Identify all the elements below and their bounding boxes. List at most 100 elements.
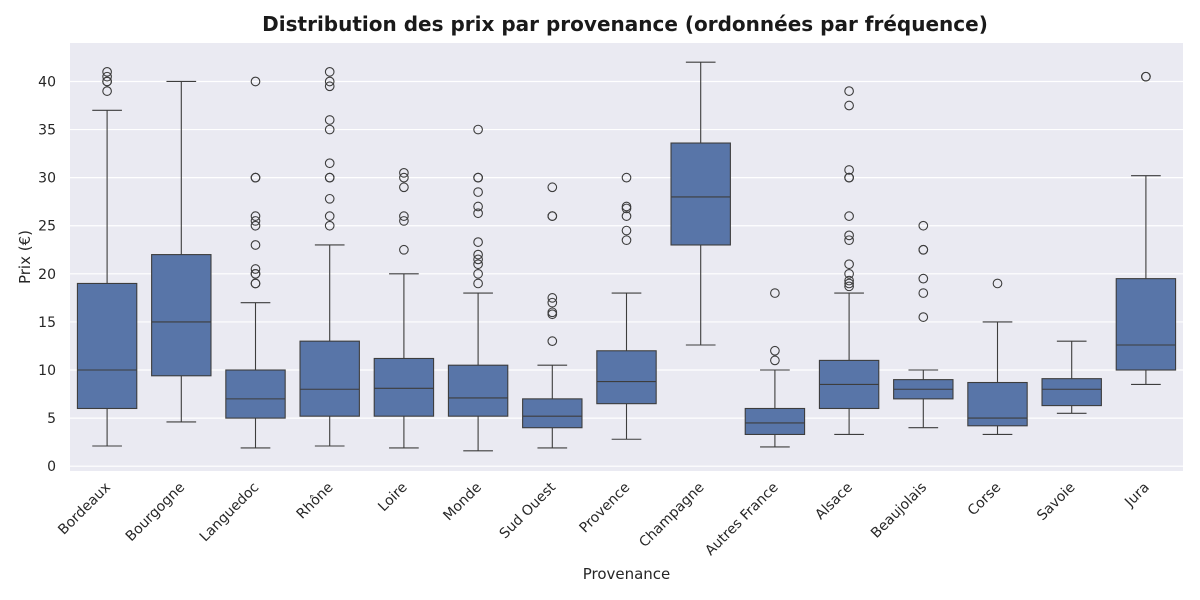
outlier-point — [473, 124, 483, 135]
outlier-point — [770, 355, 780, 366]
x-tick-label: Loire — [375, 480, 410, 515]
outlier-point — [324, 158, 335, 169]
outlier-point — [250, 211, 261, 221]
box-iqr — [447, 364, 509, 417]
box-iqr — [744, 407, 806, 436]
outlier-point — [844, 165, 854, 175]
outlier-point — [250, 220, 261, 231]
outlier-point — [473, 172, 483, 183]
outlier-point — [102, 86, 112, 96]
outlier-point — [621, 225, 632, 236]
box-iqr — [967, 381, 1028, 427]
outlier-point — [473, 259, 483, 270]
outlier-point — [844, 268, 854, 279]
outlier-point — [1141, 71, 1151, 82]
x-tick-label: Savoie — [1034, 480, 1078, 524]
outlier-point — [918, 288, 929, 298]
outlier-point — [324, 76, 335, 87]
x-tick-label: Alsace — [812, 480, 856, 524]
box-jura — [1115, 71, 1177, 385]
y-tick-label: 35 — [38, 123, 56, 139]
outlier-point — [770, 345, 780, 356]
y-tick-label: 0 — [47, 459, 56, 475]
x-tick-label: Provence — [577, 480, 634, 537]
box-provence — [596, 172, 657, 440]
outlier-point — [547, 307, 558, 318]
x-tick-label: Bordeaux — [55, 480, 114, 539]
outlier-point — [844, 259, 854, 270]
box-iqr — [76, 282, 138, 410]
outlier-point — [324, 220, 335, 231]
box-bordeaux — [76, 67, 138, 447]
outlier-point — [473, 254, 483, 265]
outlier-point — [250, 240, 261, 250]
box-champagne — [670, 61, 731, 346]
outlier-point — [621, 211, 632, 221]
chart-title: Distribution des prix par provenance (or… — [262, 12, 988, 36]
y-tick-label: 20 — [38, 267, 56, 283]
box-alsace — [818, 86, 880, 436]
box-iqr — [225, 369, 286, 419]
outlier-point — [844, 211, 854, 221]
x-tick-label: Bourgogne — [123, 480, 188, 545]
box-iqr — [1115, 278, 1177, 371]
boxes — [76, 61, 1177, 452]
outlier-point — [250, 216, 261, 226]
outlier-point — [399, 167, 409, 178]
outlier-point — [547, 297, 558, 308]
outlier-point — [844, 275, 854, 286]
box-iqr — [1041, 378, 1102, 407]
box-savoie — [1041, 340, 1102, 414]
outlier-point — [844, 278, 854, 289]
box-iqr — [596, 350, 657, 405]
outlier-point — [473, 249, 483, 260]
x-axis-title: Provenance — [583, 565, 671, 583]
outlier-point — [844, 235, 854, 246]
y-axis-title: Prix (€) — [16, 230, 34, 284]
outlier-point — [844, 86, 854, 96]
outlier-point — [399, 211, 409, 221]
outlier-point — [844, 100, 854, 111]
outlier-point — [399, 216, 409, 226]
outlier-point — [250, 264, 261, 274]
outlier-point — [547, 293, 558, 303]
outlier-point — [250, 76, 261, 87]
outlier-point — [324, 211, 335, 221]
box-bourgogne — [151, 80, 212, 423]
box-autres-france — [744, 288, 806, 448]
outlier-point — [473, 278, 483, 289]
x-tick-label: Sud Ouest — [497, 479, 560, 542]
x-tick-label: Jura — [1121, 480, 1152, 511]
box-languedoc — [225, 76, 286, 449]
outlier-point — [844, 281, 854, 292]
x-tick-label: Beaujolais — [868, 480, 930, 542]
box-rhône — [299, 67, 360, 447]
outlier-point — [324, 67, 335, 77]
outlier-point — [324, 193, 335, 204]
outlier-point — [621, 172, 632, 183]
outlier-point — [473, 268, 483, 279]
y-tick-label: 25 — [38, 219, 56, 235]
x-tick-label: Languedoc — [197, 480, 263, 546]
outlier-point — [992, 278, 1003, 289]
y-tick-label: 30 — [38, 171, 56, 187]
outlier-point — [473, 201, 483, 212]
x-tick-label: Champagne — [636, 480, 707, 551]
outlier-point — [399, 172, 409, 183]
outlier-point — [770, 288, 780, 298]
box-iqr — [522, 398, 583, 429]
outlier-point — [473, 187, 483, 197]
outlier-point — [844, 230, 854, 241]
box-iqr — [670, 142, 731, 246]
x-tick-label: Rhône — [294, 480, 337, 523]
outlier-point — [102, 71, 112, 82]
y-tick-label: 5 — [47, 411, 56, 427]
outlier-point — [324, 124, 335, 135]
outlier-point — [399, 244, 409, 255]
outlier-point — [547, 211, 558, 221]
outlier-point — [102, 76, 112, 87]
outlier-point — [324, 172, 335, 183]
y-tick-label: 40 — [38, 74, 56, 90]
outlier-point — [918, 312, 929, 322]
